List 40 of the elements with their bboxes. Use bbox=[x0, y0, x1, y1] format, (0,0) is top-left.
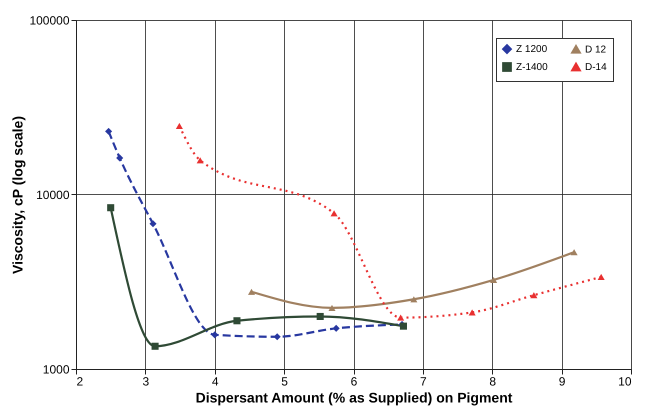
point bbox=[530, 292, 538, 298]
point bbox=[468, 309, 476, 316]
point bbox=[196, 157, 204, 164]
x-tick-label: 10 bbox=[618, 374, 632, 388]
y-tick-label: 100000 bbox=[29, 14, 70, 28]
point bbox=[316, 312, 324, 320]
x-tick-label: 8 bbox=[489, 374, 496, 388]
point bbox=[570, 249, 578, 256]
point bbox=[332, 324, 340, 332]
legend-label: Z-1400 bbox=[516, 62, 548, 73]
point bbox=[598, 274, 605, 280]
x-tick-label: 3 bbox=[142, 374, 150, 388]
point bbox=[211, 331, 218, 338]
x-tick-label: 6 bbox=[350, 374, 358, 388]
point bbox=[410, 296, 418, 302]
x-tick-label: 9 bbox=[558, 374, 566, 388]
x-tick-label: 2 bbox=[76, 374, 84, 388]
point bbox=[116, 154, 124, 162]
point bbox=[490, 276, 498, 283]
point bbox=[248, 288, 256, 295]
x-tick-label: 5 bbox=[281, 374, 288, 388]
legend-label: D-14 bbox=[585, 62, 608, 73]
point bbox=[397, 314, 404, 321]
x-tick-label: 7 bbox=[420, 374, 428, 388]
point bbox=[149, 220, 157, 228]
point bbox=[105, 128, 112, 135]
point bbox=[330, 210, 338, 216]
y-tick-label: 10000 bbox=[36, 188, 70, 202]
legend-label: Z 1200 bbox=[516, 44, 548, 56]
y-tick-label: 1000 bbox=[42, 362, 70, 376]
point bbox=[176, 122, 183, 130]
legend-label: D 12 bbox=[585, 44, 607, 56]
point bbox=[107, 204, 114, 212]
x-tick-label: 4 bbox=[212, 374, 219, 388]
point bbox=[152, 342, 159, 350]
point bbox=[274, 333, 281, 340]
x-axis-title: Dispersant Amount (% as Supplied) on Pigment bbox=[196, 390, 513, 406]
point bbox=[233, 317, 240, 324]
point bbox=[328, 304, 336, 311]
y-axis-title: Viscosity, cP (log scale) bbox=[9, 116, 26, 274]
